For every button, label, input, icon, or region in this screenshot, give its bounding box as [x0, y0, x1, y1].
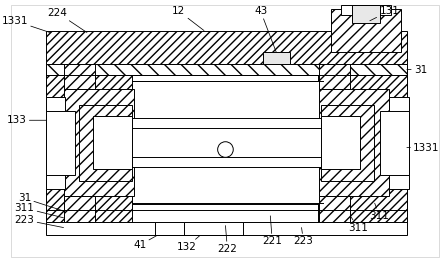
Bar	[341, 5, 391, 15]
Bar	[321, 105, 374, 181]
Text: 1331: 1331	[407, 143, 439, 152]
Bar	[389, 97, 409, 189]
Bar	[46, 222, 407, 235]
Bar	[79, 105, 132, 181]
Bar	[155, 222, 184, 235]
Bar	[46, 111, 75, 175]
Text: 311: 311	[369, 203, 389, 221]
Bar	[321, 116, 360, 169]
Bar	[318, 64, 407, 222]
Bar	[132, 81, 323, 204]
Bar	[46, 31, 407, 64]
Text: 1331: 1331	[1, 16, 50, 32]
Bar	[132, 128, 323, 157]
Bar	[319, 89, 389, 196]
Text: 41: 41	[133, 235, 157, 250]
Bar	[46, 97, 66, 189]
Text: 133: 133	[7, 115, 46, 125]
Text: 224: 224	[48, 8, 87, 32]
Circle shape	[218, 142, 233, 157]
Text: 43: 43	[254, 6, 276, 52]
Bar	[46, 64, 132, 222]
Text: 223: 223	[294, 228, 314, 246]
Bar	[46, 64, 407, 222]
Text: 12: 12	[172, 6, 204, 31]
Text: 221: 221	[262, 216, 282, 246]
Text: 311: 311	[15, 203, 63, 218]
Bar	[46, 64, 407, 75]
Bar	[319, 196, 350, 222]
Bar	[93, 116, 132, 169]
Text: 132: 132	[176, 235, 200, 252]
Text: 31: 31	[407, 64, 427, 75]
Bar	[132, 118, 323, 167]
Bar	[63, 89, 134, 196]
Bar	[63, 196, 95, 222]
Text: 131: 131	[370, 6, 399, 21]
Bar	[184, 222, 243, 235]
Text: 311: 311	[348, 216, 368, 233]
Bar	[63, 64, 95, 89]
Bar	[263, 52, 290, 64]
Bar	[352, 5, 380, 23]
Text: 31: 31	[18, 193, 63, 211]
Bar	[319, 64, 350, 89]
Bar	[380, 111, 409, 175]
Text: 222: 222	[218, 226, 237, 254]
Bar	[331, 9, 401, 52]
Text: 223: 223	[15, 215, 63, 228]
